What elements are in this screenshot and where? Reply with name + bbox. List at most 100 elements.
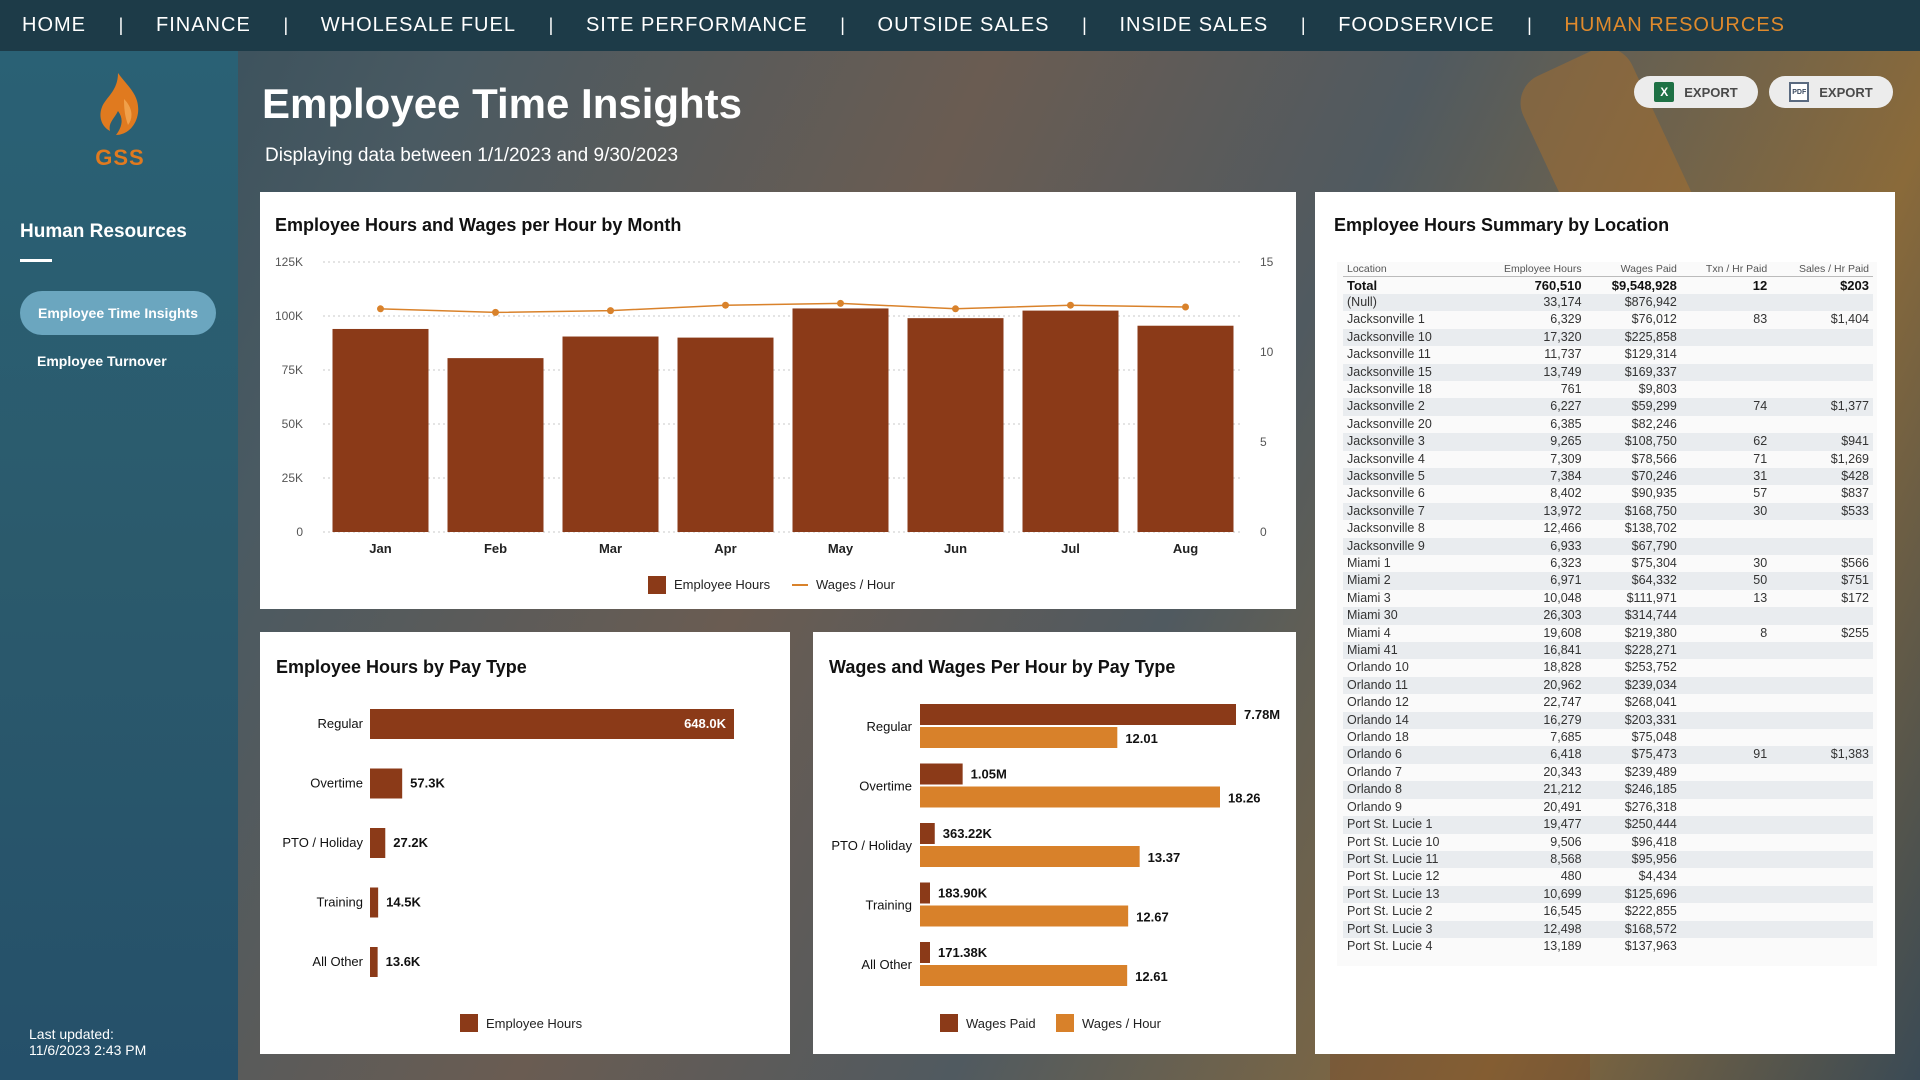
sidebar-item-employee-turnover[interactable]: Employee Turnover [37,353,167,369]
data-label: 12.61 [1135,969,1168,984]
table-row: Port St. Lucie 1 19,477 $250,444 [1343,816,1873,834]
nav-item-wholesale-fuel[interactable]: WHOLESALE FUEL [320,14,516,36]
table-cell: Jacksonville 8 [1347,521,1425,536]
table-row: Jacksonville 5 7,384 $70,246 31 $428 [1343,467,1873,486]
table-row: Orlando 18 7,685 $75,048 [1343,729,1873,746]
nav-separator: | [1527,15,1532,35]
table-cell: $90,935 [1631,486,1677,501]
table-cell: $428 [1771,467,1873,486]
table-cell: 20,962 [1473,676,1586,695]
table-cell: $941 [1771,433,1873,451]
table-row: Jacksonville 6 8,402 $90,935 57 $837 [1343,485,1873,502]
export-excel-button[interactable]: X EXPORT [1634,76,1758,108]
table-cell [1771,293,1873,312]
table-cell: 33,174 [1473,293,1586,312]
wages-per-hour-point [607,307,614,315]
table-cell: $314,744 [1585,607,1681,625]
wages-per-hour-bar [920,905,1129,927]
table-cell: Jacksonville 7 [1343,502,1474,521]
legend-label: Wages Paid [966,1016,1036,1031]
nav-item-foodservice[interactable]: FOODSERVICE [1338,14,1495,36]
section-underline [20,259,52,262]
table-row: Jacksonville 9 6,933 $67,790 [1343,537,1873,555]
table-cell [1771,346,1873,363]
column-header[interactable]: Employee Hours [1473,262,1586,277]
table-cell: Orlando 18 [1347,730,1409,745]
table-cell: $4,434 [1638,869,1677,884]
table-row: Orlando 6 6,418 $75,473 91 $1,383 [1343,746,1873,764]
nav-item-human-resources[interactable]: HUMAN RESOURCES [1564,14,1785,36]
legend-label: Employee Hours [486,1016,583,1031]
table-cell: 20,491 [1543,799,1582,814]
table-cell: $9,803 [1638,381,1677,396]
table-cell [1771,816,1873,834]
export-pdf-button[interactable]: PDF EXPORT [1769,76,1893,108]
table-cell [1681,729,1771,746]
table-cell: $76,012 [1631,312,1677,327]
nav-item-inside-sales[interactable]: INSIDE SALES [1119,14,1269,36]
y-axis-tick-label: 125K [275,255,303,269]
table-cell: Port St. Lucie 12 [1347,869,1440,884]
table-cell [1681,659,1771,676]
table-cell: Jacksonville 3 [1343,433,1474,451]
table-cell: Orlando 6 [1343,746,1474,764]
table-cell: 8,568 [1473,850,1586,869]
table-cell [1771,520,1873,537]
column-header[interactable]: Txn / Hr Paid [1680,262,1772,277]
nav-item-home[interactable]: HOME [22,14,86,36]
legend-label: Wages / Hour [1082,1016,1162,1031]
nav-item-finance[interactable]: FINANCE [156,14,251,36]
nav-item-site-performance[interactable]: SITE PERFORMANCE [585,14,808,36]
column-header[interactable]: Sales / Hr Paid [1771,262,1873,277]
table-cell: 12,466 [1543,521,1582,536]
table-cell: $219,380 [1624,625,1677,640]
table-row: Port St. Lucie 11 8,568 $95,956 [1343,850,1873,869]
nav-item-outside-sales[interactable]: OUTSIDE SALES [877,14,1050,36]
table-cell [1681,764,1771,781]
table-row: Jacksonville 18 761 $9,803 [1343,381,1873,398]
data-label: 171.38K [938,945,988,960]
sidebar-item-employee-time-insights[interactable]: Employee Time Insights [20,291,216,335]
data-label: 18.26 [1228,791,1261,806]
table-row: Port St. Lucie 3 12,498 $168,572 [1343,920,1873,938]
table-cell: Miami 41 [1343,642,1474,660]
table-cell [1771,659,1873,676]
last-updated: Last updated: 11/6/2023 2:43 PM [29,1026,146,1058]
hours-bar [370,947,378,977]
table-cell: 9,506 [1550,834,1582,849]
table-row: Jacksonville 3 9,265 $108,750 62 $941 [1343,433,1873,451]
table-cell: 11,737 [1544,347,1582,362]
table-cell [1771,850,1873,869]
wages-paid-bar [920,763,963,785]
table-cell: Port St. Lucie 3 [1343,920,1474,938]
table-cell: Jacksonville 18 [1347,381,1432,396]
wages-per-hour-line [380,302,1186,314]
column-header[interactable]: Wages Paid [1585,262,1681,277]
table-cell [1681,868,1771,885]
column-header[interactable]: Location [1343,262,1474,277]
hours-bar [370,887,379,918]
table-cell: 12,498 [1473,920,1586,938]
table-cell: 6,971 [1473,572,1586,590]
table-cell: 83 [1753,312,1768,327]
data-label: 12.67 [1136,910,1169,925]
table-cell: Port St. Lucie 1 [1343,816,1474,834]
table-row: Port St. Lucie 2 16,545 $222,855 [1343,903,1873,920]
table-row: Orlando 14 16,279 $203,331 [1343,711,1873,730]
table-cell: 19,477 [1473,816,1586,834]
hours-bar [447,358,544,532]
table-cell: 760,510 [1534,277,1582,293]
table-cell: 91 [1680,746,1772,764]
table-cell: $67,790 [1585,537,1681,555]
table-cell: 18,828 [1543,660,1582,675]
x-axis-tick-label: Mar [599,541,622,556]
data-label: 13.37 [1148,850,1181,865]
location-table-container[interactable]: Location Employee Hours Wages Paid Txn / Hr… [1337,262,1877,966]
table-cell [1771,694,1873,711]
table-cell: Jacksonville 11 [1347,347,1431,362]
table-cell: $168,572 [1585,920,1681,938]
table-cell [1771,381,1873,398]
table-cell [1681,903,1771,920]
table-cell [1680,537,1772,555]
table-cell: Orlando 11 [1343,676,1474,695]
